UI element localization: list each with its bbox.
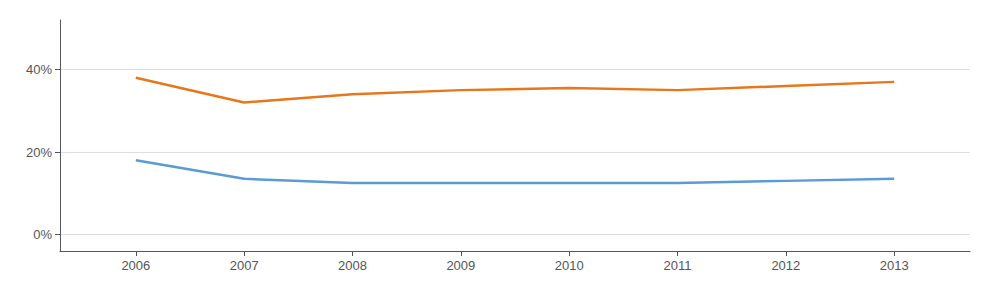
svg-text:40%: 40% xyxy=(26,62,52,77)
svg-text:20%: 20% xyxy=(26,145,52,160)
svg-text:2006: 2006 xyxy=(121,258,150,273)
svg-text:2013: 2013 xyxy=(880,258,909,273)
svg-text:2011: 2011 xyxy=(664,258,692,273)
svg-text:2008: 2008 xyxy=(338,258,367,273)
svg-text:0%: 0% xyxy=(33,227,52,242)
svg-text:2007: 2007 xyxy=(230,258,259,273)
svg-text:2010: 2010 xyxy=(555,258,584,273)
svg-text:2012: 2012 xyxy=(771,258,800,273)
svg-text:2009: 2009 xyxy=(446,258,475,273)
